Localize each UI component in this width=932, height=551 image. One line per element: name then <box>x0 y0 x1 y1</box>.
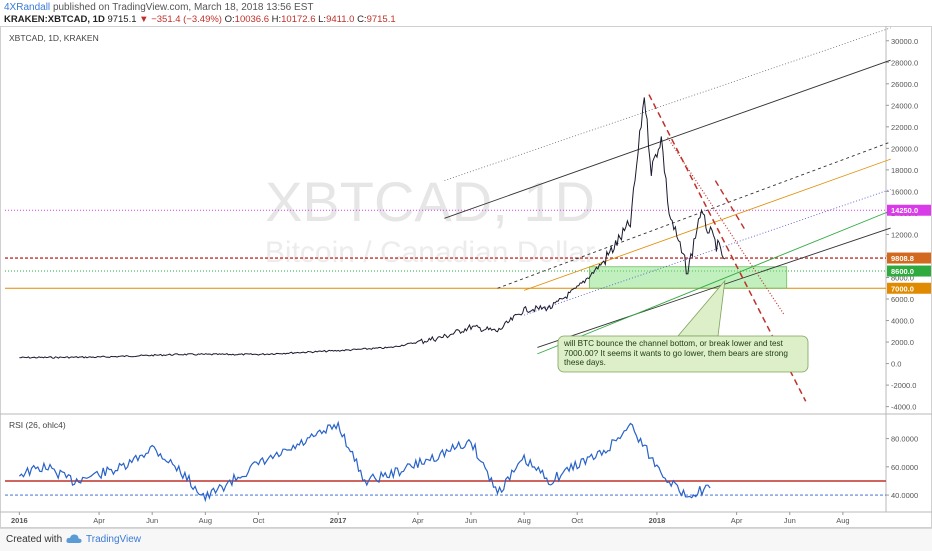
price-tick-label: 26000.0 <box>891 80 918 89</box>
price-tick-label: -2000.0 <box>891 381 916 390</box>
price-label-value: 9808.8 <box>891 254 914 263</box>
callout-box <box>557 335 809 373</box>
tradingview-cloud-icon <box>66 534 82 543</box>
bear-projection-dotted <box>667 137 785 316</box>
channel-lower-line <box>537 227 891 348</box>
rsi-tick-label: 60.0000 <box>891 463 918 472</box>
price-series-line <box>19 97 726 359</box>
watermark-symbol: XBTCAD, 1D <box>265 170 595 233</box>
channel-upper-outer-dotted <box>444 27 891 181</box>
price-tick-label: 24000.0 <box>891 101 918 110</box>
price-tick-label: 8000.0 <box>891 273 914 282</box>
watermark-description: Bitcoin / Canadian Dollar <box>265 236 595 269</box>
time-tick-label: Apr <box>412 516 424 525</box>
open-label: O: <box>224 14 235 25</box>
time-tick-label: Oct <box>571 516 584 525</box>
published-text: published on TradingView.com, March 18, … <box>52 2 314 13</box>
rsi-series-line <box>18 420 711 503</box>
author-link[interactable]: 4XRandall <box>4 2 51 13</box>
channel-orange-line <box>523 158 891 291</box>
price-label-value: 8600.0 <box>891 267 914 276</box>
time-tick-label: Jun <box>146 516 158 525</box>
price-tick-label: 30000.0 <box>891 37 918 46</box>
time-tick-label: Jun <box>784 516 796 525</box>
callout-text-container: will BTC bounce the channel bottom, or b… <box>564 339 788 368</box>
price-label-box <box>887 204 931 216</box>
price-label-box <box>887 252 931 264</box>
open-value: 10036.6 <box>234 14 269 25</box>
high-label: H: <box>271 14 282 25</box>
low-label: L: <box>318 14 327 25</box>
price-tick-label: 20000.0 <box>891 144 918 153</box>
price-change: −351.4 (−3.49%) <box>151 14 222 25</box>
time-tick-label: Apr <box>731 516 743 525</box>
time-tick-label: Aug <box>836 516 849 525</box>
price-label-value: 7000.0 <box>891 284 914 293</box>
price-tick-label: 22000.0 <box>891 123 918 132</box>
price-tick-label: 28000.0 <box>891 58 918 67</box>
price-tick-label: 6000.0 <box>891 295 914 304</box>
symbol-name: KRAKEN:XBTCAD, 1D <box>4 14 105 25</box>
down-triangle-icon: ▼ <box>139 14 149 25</box>
channel-green-line <box>537 210 891 355</box>
main-pane-title: XBTCAD, 1D, KRAKEN <box>9 33 99 43</box>
price-tick-label: 4000.0 <box>891 317 914 326</box>
time-tick-label: Aug <box>199 516 212 525</box>
price-tick-label: 2000.0 <box>891 338 914 347</box>
chart-frame <box>0 26 932 528</box>
publish-line: 4XRandall published on TradingView.com, … <box>4 2 313 13</box>
time-tick-label: 2017 <box>330 516 347 525</box>
rsi-pane-title: RSI (26, ohlc4) <box>9 420 66 430</box>
price-label-box <box>887 265 931 277</box>
tradingview-brand-link[interactable]: TradingView <box>86 534 142 545</box>
time-tick-label: Apr <box>93 516 105 525</box>
chart-header: 4XRandall published on TradingView.com, … <box>0 0 932 26</box>
time-tick-label: Aug <box>517 516 530 525</box>
price-tick-label: 16000.0 <box>891 187 918 196</box>
created-with-text: Created with <box>6 534 63 545</box>
footer: Created with TradingView <box>0 528 932 551</box>
close-label: C: <box>357 14 367 25</box>
price-tick-label: 18000.0 <box>891 166 918 175</box>
annotation-text: will BTC bounce the channel bottom, or b… <box>564 339 788 368</box>
rsi-tick-label: 80.0000 <box>891 435 918 444</box>
rsi-tick-label: 40.0000 <box>891 491 918 500</box>
time-tick-label: 2016 <box>11 516 28 525</box>
time-tick-label: Oct <box>253 516 266 525</box>
low-value: 9411.0 <box>326 14 355 25</box>
last-price: 9715.1 <box>107 14 137 25</box>
price-tick-label: 12000.0 <box>891 230 918 239</box>
close-value: 9715.1 <box>366 14 396 25</box>
price-label-value: 14250.0 <box>891 206 918 215</box>
channel-median-dashed <box>497 141 891 289</box>
price-tick-label: 0.0 <box>891 360 901 369</box>
symbol-line: KRAKEN:XBTCAD, 1D 9715.1 ▼ −351.4 (−3.49… <box>4 14 396 25</box>
channel-upper-line <box>444 59 891 219</box>
time-tick-label: Jun <box>465 516 477 525</box>
price-tick-label: -4000.0 <box>891 403 916 412</box>
price-label-box <box>887 282 931 294</box>
high-value: 10172.6 <box>281 14 316 25</box>
time-tick-label: 2018 <box>649 516 666 525</box>
bear-projection-dashed <box>648 94 807 402</box>
